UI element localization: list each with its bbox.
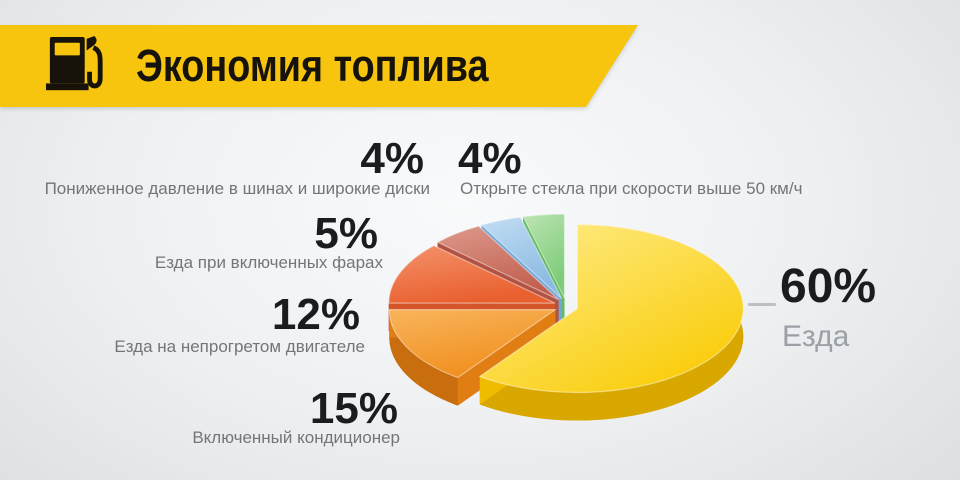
- page-title: Экономия топлива: [136, 40, 489, 91]
- pie-slice-60pct: [478, 223, 744, 421]
- callout-line-driving: [748, 303, 776, 306]
- pie-label-value-headlights-on: 5%: [314, 209, 378, 258]
- pie-label-text-headlights-on: Езда при включенных фарах: [154, 253, 383, 272]
- pie-label-text-open-windows: Открыте стекла при скорости выше 50 км/ч: [460, 179, 803, 198]
- pie-label-value-cold-engine: 12%: [271, 290, 360, 339]
- pie-label-value-air-conditioner: 15%: [309, 384, 398, 433]
- fuel-pump-icon: [46, 35, 106, 97]
- header-banner: Экономия топлива: [0, 25, 638, 107]
- pie-label-value-open-windows: 4%: [458, 134, 522, 183]
- pie-label-value-driving: 60%: [780, 260, 877, 313]
- pie-label-text-low-tire-pressure: Пониженное давление в шинах и широкие ди…: [44, 179, 430, 198]
- pie-label-text-driving: Езда: [782, 320, 850, 353]
- pie-label-value-low-tire-pressure: 4%: [360, 134, 424, 183]
- pie-label-text-cold-engine: Езда на непрогретом двигателе: [114, 337, 365, 356]
- pie-label-text-air-conditioner: Включенный кондиционер: [192, 428, 400, 447]
- header-banner-wrap: Экономия топлива: [0, 25, 638, 107]
